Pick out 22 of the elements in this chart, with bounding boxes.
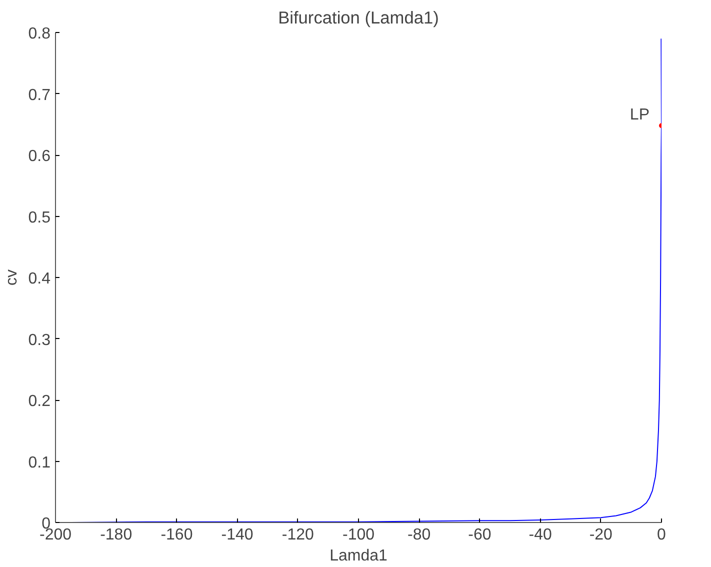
x-tick-label: -20 <box>589 526 613 544</box>
x-tick-label: -40 <box>528 526 552 544</box>
chart-title: Bifurcation (Lamda1) <box>278 8 439 28</box>
y-tick-label: 0.1 <box>28 454 51 472</box>
x-tick-label: -160 <box>160 526 193 544</box>
y-tick-label: 0.8 <box>28 26 51 42</box>
y-tick-label: 0.3 <box>28 332 51 349</box>
y-tick-label: 0.2 <box>28 393 51 410</box>
y-tick-label: 0.6 <box>28 148 51 165</box>
x-tick-label: 0 <box>657 526 666 544</box>
x-axis-title: Lamda1 <box>330 548 388 564</box>
x-tick-label: -180 <box>100 526 132 544</box>
x-tick-label: -60 <box>468 526 492 544</box>
x-tick-label: -80 <box>408 526 431 544</box>
y-tick-label: 0.7 <box>28 86 51 104</box>
y-tick-label: 0.5 <box>28 209 51 226</box>
x-tick-label: -120 <box>282 526 314 544</box>
y-tick-label: 0.4 <box>28 270 51 288</box>
x-tick-label: -100 <box>342 526 375 544</box>
annotation: LP <box>630 106 650 124</box>
y-axis-title: cv <box>3 270 20 286</box>
x-tick-label: -140 <box>221 526 254 544</box>
